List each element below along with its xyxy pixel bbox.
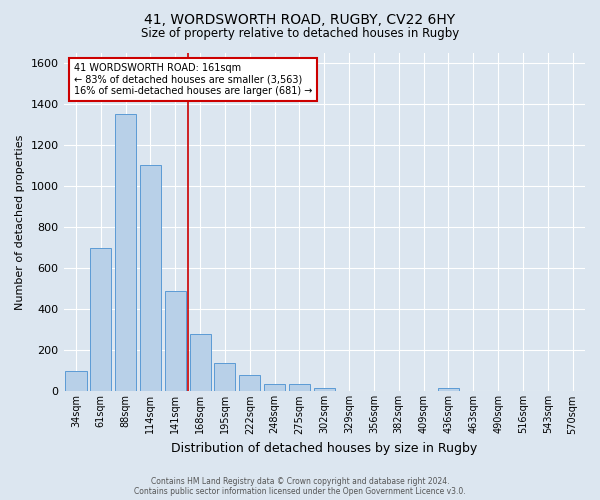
- Bar: [264, 384, 285, 392]
- Bar: [140, 166, 161, 392]
- Bar: [165, 290, 186, 392]
- Text: 41, WORDSWORTH ROAD, RUGBY, CV22 6HY: 41, WORDSWORTH ROAD, RUGBY, CV22 6HY: [145, 12, 455, 26]
- Bar: [214, 362, 235, 392]
- Text: 41 WORDSWORTH ROAD: 161sqm
← 83% of detached houses are smaller (3,563)
16% of s: 41 WORDSWORTH ROAD: 161sqm ← 83% of deta…: [74, 62, 313, 96]
- Bar: [239, 375, 260, 392]
- Bar: [90, 248, 112, 392]
- X-axis label: Distribution of detached houses by size in Rugby: Distribution of detached houses by size …: [171, 442, 478, 455]
- Bar: [65, 371, 86, 392]
- Bar: [438, 388, 459, 392]
- Bar: [314, 388, 335, 392]
- Bar: [115, 114, 136, 392]
- Y-axis label: Number of detached properties: Number of detached properties: [15, 134, 25, 310]
- Text: Size of property relative to detached houses in Rugby: Size of property relative to detached ho…: [141, 28, 459, 40]
- Bar: [190, 334, 211, 392]
- Text: Contains HM Land Registry data © Crown copyright and database right 2024.
Contai: Contains HM Land Registry data © Crown c…: [134, 476, 466, 496]
- Bar: [289, 384, 310, 392]
